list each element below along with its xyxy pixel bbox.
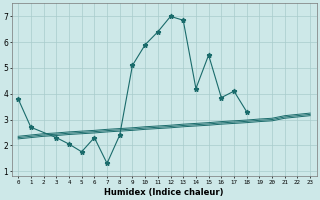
X-axis label: Humidex (Indice chaleur): Humidex (Indice chaleur) [104,188,224,197]
